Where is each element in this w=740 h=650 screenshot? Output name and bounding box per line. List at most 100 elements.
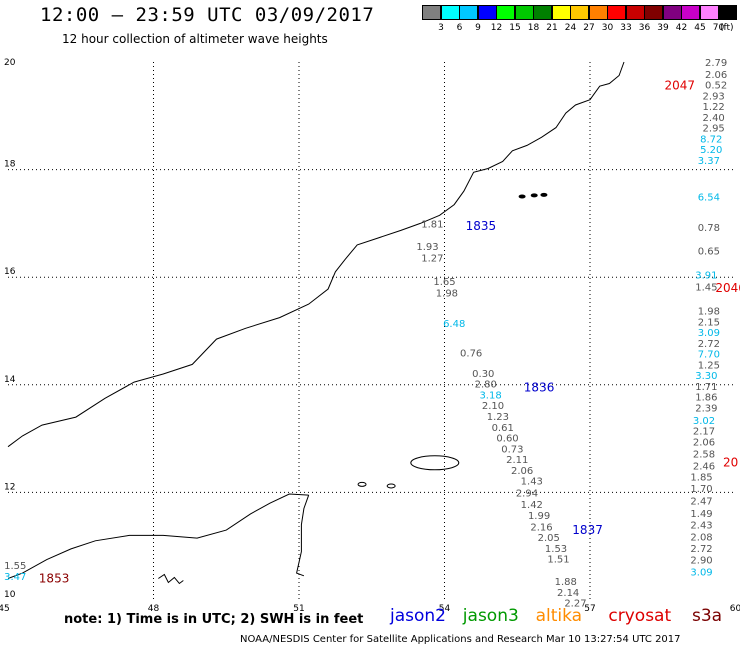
wave-height-value: 2.08 [690, 533, 712, 544]
graticule [8, 62, 736, 600]
wave-height-value: 1.55 [4, 561, 26, 572]
wave-height-value: 3.30 [695, 371, 717, 382]
coast-segment [296, 494, 310, 577]
legend-altika: altika [535, 606, 583, 626]
wave-height-value: 1.51 [547, 555, 569, 566]
color-scale-label: 42 [675, 23, 688, 33]
islet [530, 193, 538, 198]
wave-height-value: 2.15 [698, 317, 720, 328]
latitude-label: 12 [4, 482, 15, 492]
longitude-label: 54 [439, 604, 451, 614]
islet [357, 481, 367, 487]
coast-segment [7, 61, 625, 448]
wave-height-value: 8.72 [700, 134, 722, 145]
latitude-label: 14 [4, 375, 16, 385]
axis-labels: 45 48 51 54 57 60 10 12 14 16 18 20 [0, 58, 740, 614]
socotra-island [410, 455, 460, 471]
wave-height-values: 2.792.060.522.931.222.402.958.725.203.37… [4, 58, 727, 610]
map-title: 12:00 – 23:59 UTC 03/09/2017 [40, 4, 375, 26]
wave-height-value: 5.20 [700, 145, 722, 156]
wave-height-value: 2.06 [705, 70, 727, 81]
wave-height-value: 0.73 [501, 444, 523, 455]
map-note: note: 1) Time is in UTC; 2) SWH is in fe… [64, 612, 364, 627]
wave-height-value: 2.10 [482, 401, 504, 412]
color-swatch [718, 5, 737, 20]
longitude-label: 45 [0, 604, 10, 614]
color-scale-label: 12 [490, 23, 503, 33]
legend-s3a: s3a [692, 606, 723, 626]
wave-height-value: 0.61 [492, 423, 514, 434]
wave-height-value: 3.37 [698, 156, 720, 167]
color-scale-label: 70 [712, 23, 725, 33]
wave-height-value: 1.49 [690, 509, 712, 520]
longitude-label: 60 [730, 604, 740, 614]
latitude-label: 20 [4, 58, 16, 68]
wave-height-value: 7.70 [698, 350, 720, 361]
wave-height-value: 1.23 [487, 412, 509, 423]
color-scale-label: 33 [620, 23, 632, 33]
wave-height-value: 1.25 [698, 360, 720, 371]
color-scale-label: 30 [601, 23, 614, 33]
map-subtitle: 12 hour collection of altimeter wave hei… [62, 32, 328, 46]
latitude-label: 16 [4, 267, 16, 277]
wave-height-value: 1.93 [416, 242, 438, 253]
longitude-label: 48 [148, 604, 160, 614]
pass-time-label: 2047 [664, 79, 695, 93]
color-scale-label: 3 [438, 23, 444, 33]
wave-height-value: 2.27 [564, 599, 586, 610]
wave-height-value: 2.94 [516, 488, 538, 499]
wave-height-value: 1.98 [698, 307, 720, 318]
pass-time-labels: 1835 1836 1837 1853 2047 2046 20 [39, 79, 740, 586]
coast-segment [7, 493, 309, 579]
color-scale-unit: (ft) [720, 23, 734, 33]
wave-height-value: 2.11 [506, 455, 528, 466]
color-scale-label: 15 [509, 23, 521, 33]
legend-jason2: jason2 [390, 606, 446, 626]
color-scale-label: 36 [638, 23, 651, 33]
wave-height-value: 1.85 [690, 472, 712, 483]
wave-height-value: 1.99 [528, 511, 550, 522]
wave-height-value: 3.18 [479, 390, 501, 401]
wave-height-value: 2.17 [693, 427, 715, 438]
wave-height-value: 1.22 [703, 102, 725, 113]
color-scale-label: 18 [527, 23, 540, 33]
wave-height-value: 1.81 [421, 219, 443, 230]
wave-height-value: 1.88 [555, 577, 577, 588]
wave-height-value: 2.06 [693, 437, 715, 448]
islet [518, 194, 526, 199]
pass-time-label: 1836 [524, 380, 555, 394]
color-scale-label: 27 [583, 23, 595, 33]
wave-height-value: 3.09 [698, 328, 720, 339]
wave-height-value: 1.43 [521, 477, 543, 488]
wave-height-value: 3.47 [4, 572, 26, 583]
wave-height-value: 1.27 [421, 253, 443, 264]
pass-time-label: 1837 [572, 523, 603, 537]
wave-height-value: 2.72 [690, 544, 712, 555]
islet [386, 483, 396, 489]
wave-height-value: 2.46 [693, 462, 715, 473]
wave-height-value: 0.65 [698, 246, 720, 257]
wave-height-value: 2.16 [530, 522, 552, 533]
latitude-label: 18 [4, 160, 16, 170]
wave-height-value: 2.47 [690, 496, 712, 507]
wave-height-value: 0.76 [460, 349, 482, 360]
longitude-label: 57 [584, 604, 595, 614]
credit-line: NOAA/NESDIS Center for Satellite Applica… [240, 634, 681, 645]
coast-segment [158, 573, 184, 585]
color-scale-label: 45 [694, 23, 706, 33]
wave-height-value: 2.14 [557, 588, 579, 599]
wave-height-value: 1.45 [695, 282, 717, 293]
pass-time-label: 1835 [466, 219, 497, 233]
pass-time-label: 1853 [39, 571, 70, 585]
color-scale-label: 39 [657, 23, 669, 33]
wave-height-value: 2.72 [698, 339, 720, 350]
wave-height-value: 3.02 [693, 416, 715, 427]
pass-time-label: 2046 [715, 281, 740, 295]
wave-height-value: 3.09 [690, 567, 712, 578]
color-scale-label: 9 [475, 23, 481, 33]
wave-height-value: 2.95 [703, 124, 725, 135]
wave-height-value: 2.80 [475, 380, 497, 391]
wave-height-value: 2.40 [703, 113, 725, 124]
wave-height-value: 1.86 [695, 393, 717, 404]
